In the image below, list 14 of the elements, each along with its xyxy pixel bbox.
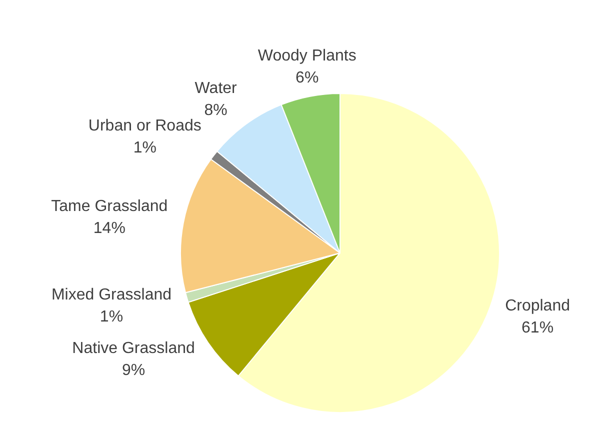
- data-label: 1%: [133, 139, 156, 156]
- data-label: 9%: [122, 362, 146, 379]
- slice-label: Native Grassland: [72, 340, 195, 357]
- data-label: 14%: [93, 220, 126, 237]
- data-label: 6%: [296, 69, 319, 86]
- data-label: 1%: [100, 308, 124, 326]
- data-label: 61%: [522, 320, 554, 337]
- slice-label: Urban or Roads: [88, 117, 202, 134]
- slice-label: Tame Grassland: [51, 198, 168, 215]
- slice-label: Mixed Grassland: [51, 286, 172, 304]
- slice-label: Cropland: [505, 298, 570, 315]
- data-label: 8%: [204, 102, 228, 120]
- slice-label: Woody Plants: [258, 47, 356, 64]
- slice-label: Water: [194, 80, 238, 98]
